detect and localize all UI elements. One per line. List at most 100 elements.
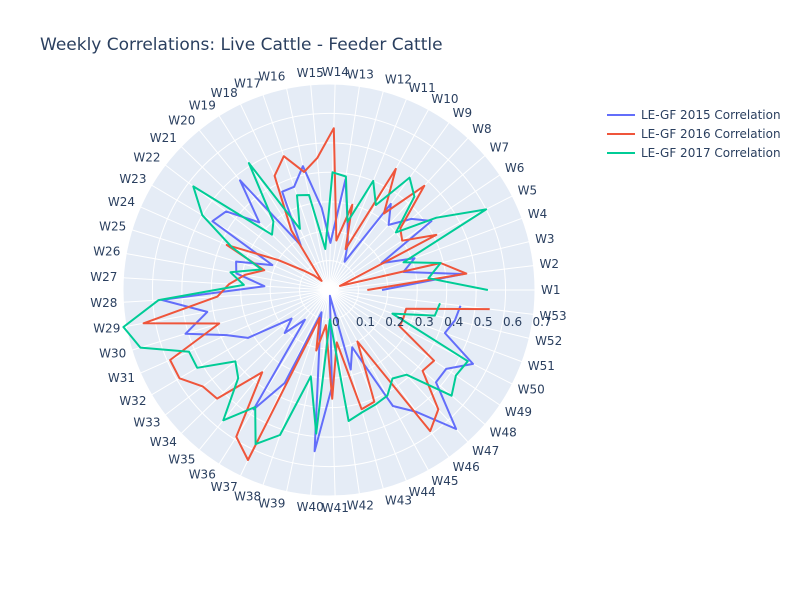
- angular-gridline: [126, 253, 330, 291]
- angular-gridline: [328, 91, 384, 291]
- angular-gridline: [328, 289, 513, 385]
- angular-tick-label: W31: [108, 371, 135, 385]
- angular-gridline: [198, 289, 330, 451]
- legend-item[interactable]: LE-GF 2017 Correlation: [607, 146, 781, 160]
- angular-tick-label: W36: [189, 467, 216, 481]
- angular-tick-label: W43: [385, 493, 412, 507]
- angular-tick-label: W12: [385, 73, 412, 87]
- angular-axis-labels: W1W2W3W4W5W6W7W8W9W10W11W12W13W14W15W16W…: [90, 65, 566, 515]
- angular-gridline: [328, 289, 407, 482]
- angular-gridline: [328, 289, 523, 363]
- series-line: [122, 162, 489, 446]
- angular-gridline: [131, 289, 330, 351]
- angular-tick-label: W11: [409, 81, 436, 95]
- angular-gridline: [198, 129, 330, 291]
- angular-tick-label: W18: [211, 86, 238, 100]
- angular-tick-label: W13: [347, 67, 374, 81]
- angular-gridline: [310, 84, 330, 291]
- angular-gridline: [328, 289, 429, 471]
- angular-gridline: [328, 289, 501, 406]
- angular-gridline: [126, 289, 330, 327]
- angular-tick-label: W37: [211, 480, 238, 494]
- angular-gridline: [328, 217, 523, 291]
- angular-tick-label: W40: [297, 500, 324, 514]
- angular-gridline: [328, 289, 469, 443]
- angular-tick-label: W49: [505, 405, 532, 419]
- angular-gridline: [131, 229, 330, 291]
- chart-title: Weekly Correlations: Live Cattle - Feede…: [40, 35, 443, 55]
- angular-tick-label: W45: [431, 474, 458, 488]
- angular-gridline: [328, 155, 486, 291]
- angular-tick-label: W34: [150, 435, 177, 449]
- angular-tick-label: W42: [347, 499, 374, 513]
- angular-tick-label: W3: [535, 232, 555, 246]
- angular-tick-label: W50: [518, 383, 545, 397]
- angular-gridline: [328, 98, 407, 291]
- angular-tick-label: W46: [453, 460, 480, 474]
- angular-gridline: [286, 289, 330, 492]
- series-line: [160, 165, 474, 453]
- legend-item[interactable]: LE-GF 2016 Correlation: [607, 127, 781, 141]
- radial-tick-label: 0.4: [444, 315, 463, 329]
- polar-grid: [122, 83, 536, 497]
- angular-tick-label: W41: [322, 501, 349, 515]
- radial-tick-label: 0.3: [415, 315, 434, 329]
- angular-tick-label: W19: [189, 99, 216, 113]
- angular-tick-label: W22: [133, 151, 160, 165]
- angular-tick-label: W7: [490, 141, 510, 155]
- angular-tick-label: W20: [168, 114, 195, 128]
- angular-tick-label: W38: [234, 490, 261, 504]
- angular-tick-label: W25: [99, 219, 126, 233]
- angular-tick-label: W9: [453, 106, 473, 120]
- angular-gridline: [328, 289, 530, 339]
- series-lines: [122, 127, 490, 461]
- radial-tick-label: 0.5: [474, 315, 493, 329]
- angular-tick-label: W6: [505, 161, 524, 175]
- angular-tick-label: W48: [490, 425, 517, 439]
- angular-gridline: [151, 289, 330, 396]
- angular-tick-label: W30: [99, 347, 126, 361]
- angular-tick-label: W2: [540, 257, 560, 271]
- angular-tick-label: W5: [518, 183, 538, 197]
- legend-label: LE-GF 2015 Correlation: [641, 108, 781, 122]
- angular-tick-label: W1: [541, 283, 561, 297]
- angular-tick-label: W24: [108, 195, 135, 209]
- angular-tick-label: W32: [119, 394, 146, 408]
- angular-tick-label: W21: [150, 131, 177, 145]
- angular-tick-label: W47: [472, 444, 499, 458]
- angular-tick-label: W53: [540, 309, 567, 323]
- angular-tick-label: W10: [431, 92, 458, 106]
- legend-item[interactable]: LE-GF 2015 Correlation: [607, 108, 781, 122]
- angular-tick-label: W35: [168, 452, 195, 466]
- angular-tick-label: W52: [535, 334, 562, 348]
- angular-tick-label: W17: [234, 76, 261, 90]
- angular-gridline: [164, 289, 330, 416]
- angular-tick-label: W44: [409, 485, 436, 499]
- angular-tick-label: W4: [528, 207, 548, 221]
- angular-tick-label: W33: [133, 415, 160, 429]
- angular-gridline: [123, 277, 330, 291]
- angular-tick-label: W15: [297, 66, 324, 80]
- angular-gridline: [286, 88, 330, 291]
- radial-axis-labels: 0 0.1 0.2 0.3 0.4 0.5 0.6 0.7: [332, 315, 551, 329]
- angular-tick-label: W14: [322, 65, 349, 79]
- radial-tick-label: 0: [332, 315, 340, 329]
- angular-tick-label: W16: [258, 70, 285, 84]
- angular-gridline: [328, 137, 469, 291]
- angular-tick-label: W51: [528, 359, 555, 373]
- radial-tick-label: 0.7: [532, 315, 551, 329]
- angular-gridline: [328, 289, 534, 315]
- angular-gridline: [180, 289, 330, 434]
- series-line: [142, 127, 490, 461]
- angular-tick-label: W26: [93, 244, 120, 258]
- angular-tick-label: W8: [472, 122, 492, 136]
- angular-tick-label: W29: [93, 322, 120, 336]
- angular-gridline: [151, 184, 330, 291]
- angular-tick-label: W39: [258, 496, 285, 510]
- angular-gridline: [328, 174, 501, 291]
- radial-tick-label: 0.2: [385, 315, 404, 329]
- radial-tick-label: 0.6: [503, 315, 522, 329]
- legend[interactable]: LE-GF 2015 Correlation LE-GF 2016 Correla…: [607, 108, 781, 160]
